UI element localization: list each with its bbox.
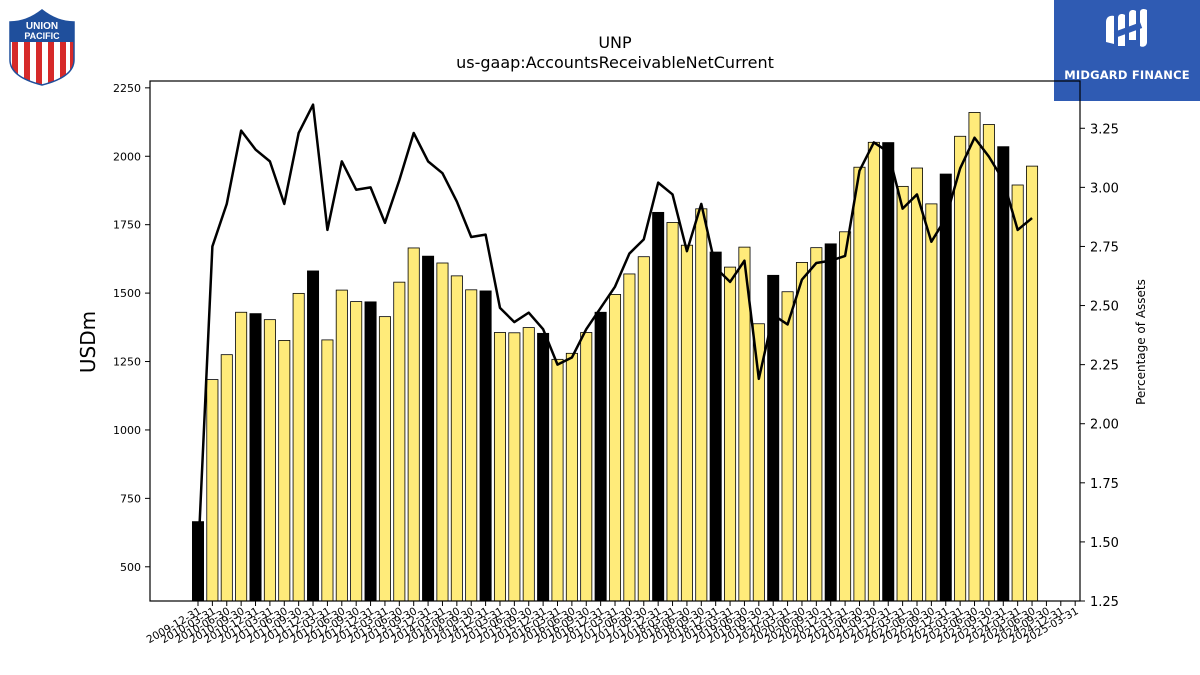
bar-2016-12-31 bbox=[594, 311, 607, 602]
bar-2023-03-31 bbox=[954, 135, 967, 602]
logo-text-pacific: PACIFIC bbox=[24, 31, 60, 41]
bar-2019-12-31 bbox=[767, 274, 780, 602]
bar-2021-06-30 bbox=[853, 166, 866, 602]
y2-tick-label: 2.25 bbox=[1090, 359, 1119, 374]
bar-2012-03-31 bbox=[321, 339, 334, 602]
y2-tick-label: 1.25 bbox=[1090, 595, 1119, 610]
bar-2018-12-31 bbox=[709, 251, 722, 602]
bar-2011-12-31 bbox=[307, 270, 320, 602]
y-axis-label: USDm bbox=[76, 310, 100, 374]
y-tick-label: 1500 bbox=[113, 287, 141, 300]
bar-2020-12-31 bbox=[824, 243, 837, 602]
bar-2022-12-31 bbox=[939, 173, 952, 602]
bar-2016-03-31 bbox=[551, 358, 564, 602]
bar-2023-09-30 bbox=[982, 124, 995, 602]
bar-2022-03-31 bbox=[896, 185, 909, 602]
line-percentage-of-assets bbox=[196, 103, 1033, 559]
bar-2017-03-31 bbox=[609, 294, 622, 602]
bar-2020-09-30 bbox=[810, 247, 823, 602]
logo-text-union: UNION bbox=[26, 21, 58, 32]
bar-2021-12-31 bbox=[882, 142, 895, 602]
y2-axis-label: Percentage of Assets bbox=[1134, 279, 1148, 405]
bar-2015-09-30 bbox=[522, 327, 535, 602]
y-tick-label: 2000 bbox=[113, 150, 141, 163]
y2-tick-label: 3.00 bbox=[1090, 181, 1119, 196]
bar-2014-06-30 bbox=[450, 275, 463, 602]
y-tick-label: 1750 bbox=[113, 219, 141, 232]
bar-2015-06-30 bbox=[508, 332, 521, 602]
y-tick-label: 2250 bbox=[113, 82, 141, 95]
bar-2011-06-30 bbox=[278, 340, 291, 602]
y-tick-label: 750 bbox=[120, 492, 141, 505]
bar-2017-12-31 bbox=[652, 211, 665, 602]
bar-2024-06-30 bbox=[1026, 165, 1039, 602]
bar-2013-12-31 bbox=[422, 255, 435, 602]
bar-2018-09-30 bbox=[695, 208, 708, 602]
bar-2013-06-30 bbox=[393, 281, 406, 602]
bar-2017-06-30 bbox=[623, 273, 636, 602]
chart-title: UNP bbox=[598, 33, 632, 52]
bar-2021-09-30 bbox=[867, 141, 880, 602]
bar-2010-03-31 bbox=[206, 379, 219, 602]
midgard-finance-text: MIDGARD FINANCE bbox=[1064, 68, 1190, 82]
y-tick-label: 1250 bbox=[113, 356, 141, 369]
midgard-mark-icon bbox=[1106, 8, 1147, 47]
bar-2022-06-30 bbox=[911, 167, 924, 602]
bar-2012-12-31 bbox=[364, 301, 377, 602]
bar-2012-06-30 bbox=[335, 289, 348, 602]
y2-tick-label: 1.75 bbox=[1090, 477, 1119, 492]
bar-2011-09-30 bbox=[292, 292, 305, 602]
bar-2015-03-31 bbox=[493, 332, 506, 602]
bar-2014-12-31 bbox=[479, 290, 492, 602]
y2-tick-label: 2.75 bbox=[1090, 240, 1119, 255]
bar-2016-09-30 bbox=[580, 332, 593, 602]
y2-tick-label: 1.50 bbox=[1090, 536, 1119, 551]
bar-2023-12-31 bbox=[997, 146, 1010, 602]
bar-2018-06-30 bbox=[680, 244, 693, 602]
bar-2015-12-31 bbox=[537, 332, 550, 602]
bar-2010-06-30 bbox=[220, 354, 233, 602]
bar-2024-03-31 bbox=[1011, 184, 1024, 602]
bar-2014-03-31 bbox=[436, 262, 449, 602]
y-tick-label: 500 bbox=[120, 561, 141, 574]
bar-2023-06-30 bbox=[968, 112, 981, 602]
y2-tick-label: 2.00 bbox=[1090, 418, 1119, 433]
y2-tick-label: 2.50 bbox=[1090, 300, 1119, 315]
chart-subtitle: us-gaap:AccountsReceivableNetCurrent bbox=[456, 53, 774, 72]
bar-2013-03-31 bbox=[378, 316, 391, 602]
bar-2021-03-31 bbox=[839, 231, 852, 602]
y2-tick-label: 3.25 bbox=[1090, 122, 1119, 137]
bar-2020-06-30 bbox=[795, 262, 808, 602]
bar-2014-09-30 bbox=[465, 289, 478, 602]
bar-2012-09-30 bbox=[350, 301, 363, 602]
bar-2018-03-31 bbox=[666, 222, 679, 602]
bar-2011-03-31 bbox=[263, 319, 276, 602]
bar-2019-03-31 bbox=[724, 266, 737, 602]
bar-2022-09-30 bbox=[925, 203, 938, 602]
bar-2010-12-31 bbox=[249, 313, 262, 602]
bar-2010-09-30 bbox=[235, 311, 248, 602]
bar-2016-06-30 bbox=[565, 352, 578, 602]
bar-2013-09-30 bbox=[407, 247, 420, 602]
union-pacific-logo: UNION PACIFIC bbox=[9, 9, 75, 86]
y-tick-label: 1000 bbox=[113, 424, 141, 437]
bar-2017-09-30 bbox=[637, 256, 650, 602]
midgard-finance-logo: MIDGARD FINANCE bbox=[1054, 0, 1200, 101]
bar-2020-03-31 bbox=[781, 291, 794, 602]
